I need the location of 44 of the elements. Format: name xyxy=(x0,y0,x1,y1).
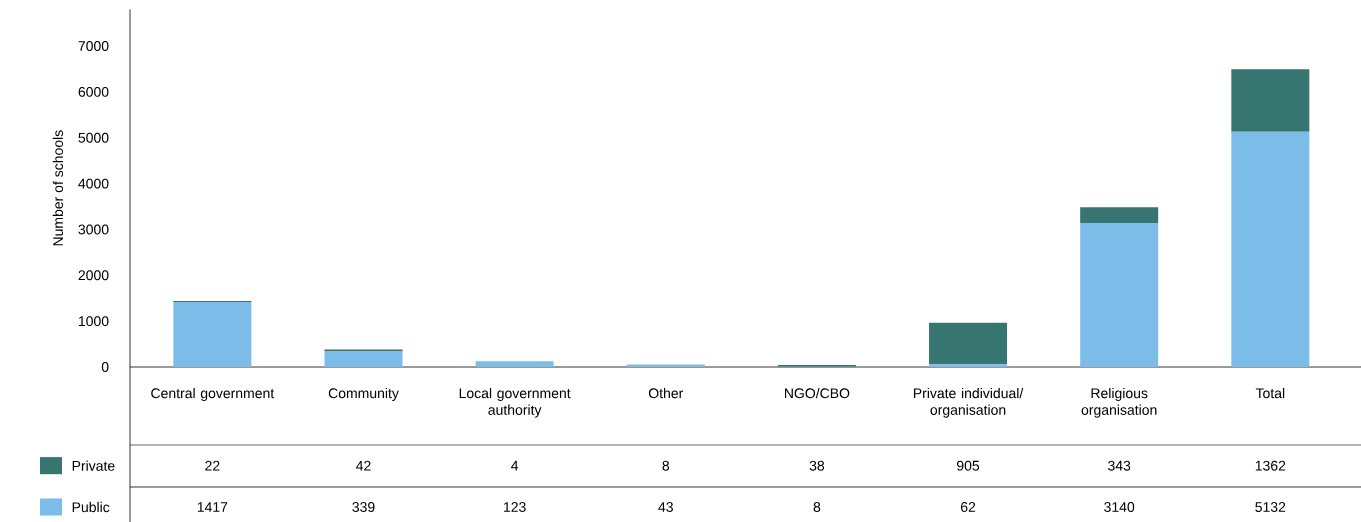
data-label: 1417 xyxy=(197,502,228,512)
data-label: 123 xyxy=(504,502,526,512)
data-label: 5132 xyxy=(1255,502,1286,512)
x-tick-label: Local government authority xyxy=(459,387,571,418)
bar xyxy=(1231,131,1310,367)
bar xyxy=(1080,207,1159,224)
legend-label: Public xyxy=(72,501,110,513)
data-label: 62 xyxy=(960,502,976,512)
data-label: 8 xyxy=(662,460,670,471)
legend-label: Private xyxy=(72,460,115,471)
bar xyxy=(929,364,1008,367)
bar xyxy=(324,351,403,367)
x-tick-label: Total xyxy=(1255,387,1285,399)
y-axis-title: Number of schools xyxy=(52,130,63,246)
data-label: 8 xyxy=(813,502,821,512)
x-tick-label: Community xyxy=(328,387,399,401)
y-tick-label: 5000 xyxy=(78,132,109,143)
y-tick-label: 1000 xyxy=(78,316,109,327)
data-label: 343 xyxy=(1108,460,1131,471)
data-label: 42 xyxy=(356,460,371,471)
x-tick-label: Religious organisation xyxy=(1081,387,1157,418)
data-label: 339 xyxy=(352,502,375,512)
y-tick-label: 4000 xyxy=(78,178,109,189)
x-tick-label: Private individual/ organisation xyxy=(913,387,1024,418)
data-label: 38 xyxy=(809,460,825,471)
y-tick-label: 3000 xyxy=(78,224,109,235)
data-label: 4 xyxy=(511,460,519,471)
x-tick-label: NGO/CBO xyxy=(785,387,850,399)
bar xyxy=(1231,69,1310,132)
bar xyxy=(475,361,554,367)
data-label: 3140 xyxy=(1104,502,1135,512)
data-label: 22 xyxy=(205,460,220,471)
bar xyxy=(173,302,252,367)
y-tick-label: 0 xyxy=(101,362,109,372)
x-tick-label: Central government xyxy=(151,387,275,401)
bar xyxy=(929,322,1008,365)
x-tick-label: Other xyxy=(648,387,684,399)
y-tick-label: 6000 xyxy=(78,86,109,97)
bar xyxy=(1080,223,1159,367)
y-tick-label: 2000 xyxy=(78,270,109,281)
data-label: 905 xyxy=(957,460,980,471)
y-tick-label: 7000 xyxy=(78,41,109,51)
data-label: 1362 xyxy=(1255,460,1286,471)
data-label: 43 xyxy=(658,502,673,512)
